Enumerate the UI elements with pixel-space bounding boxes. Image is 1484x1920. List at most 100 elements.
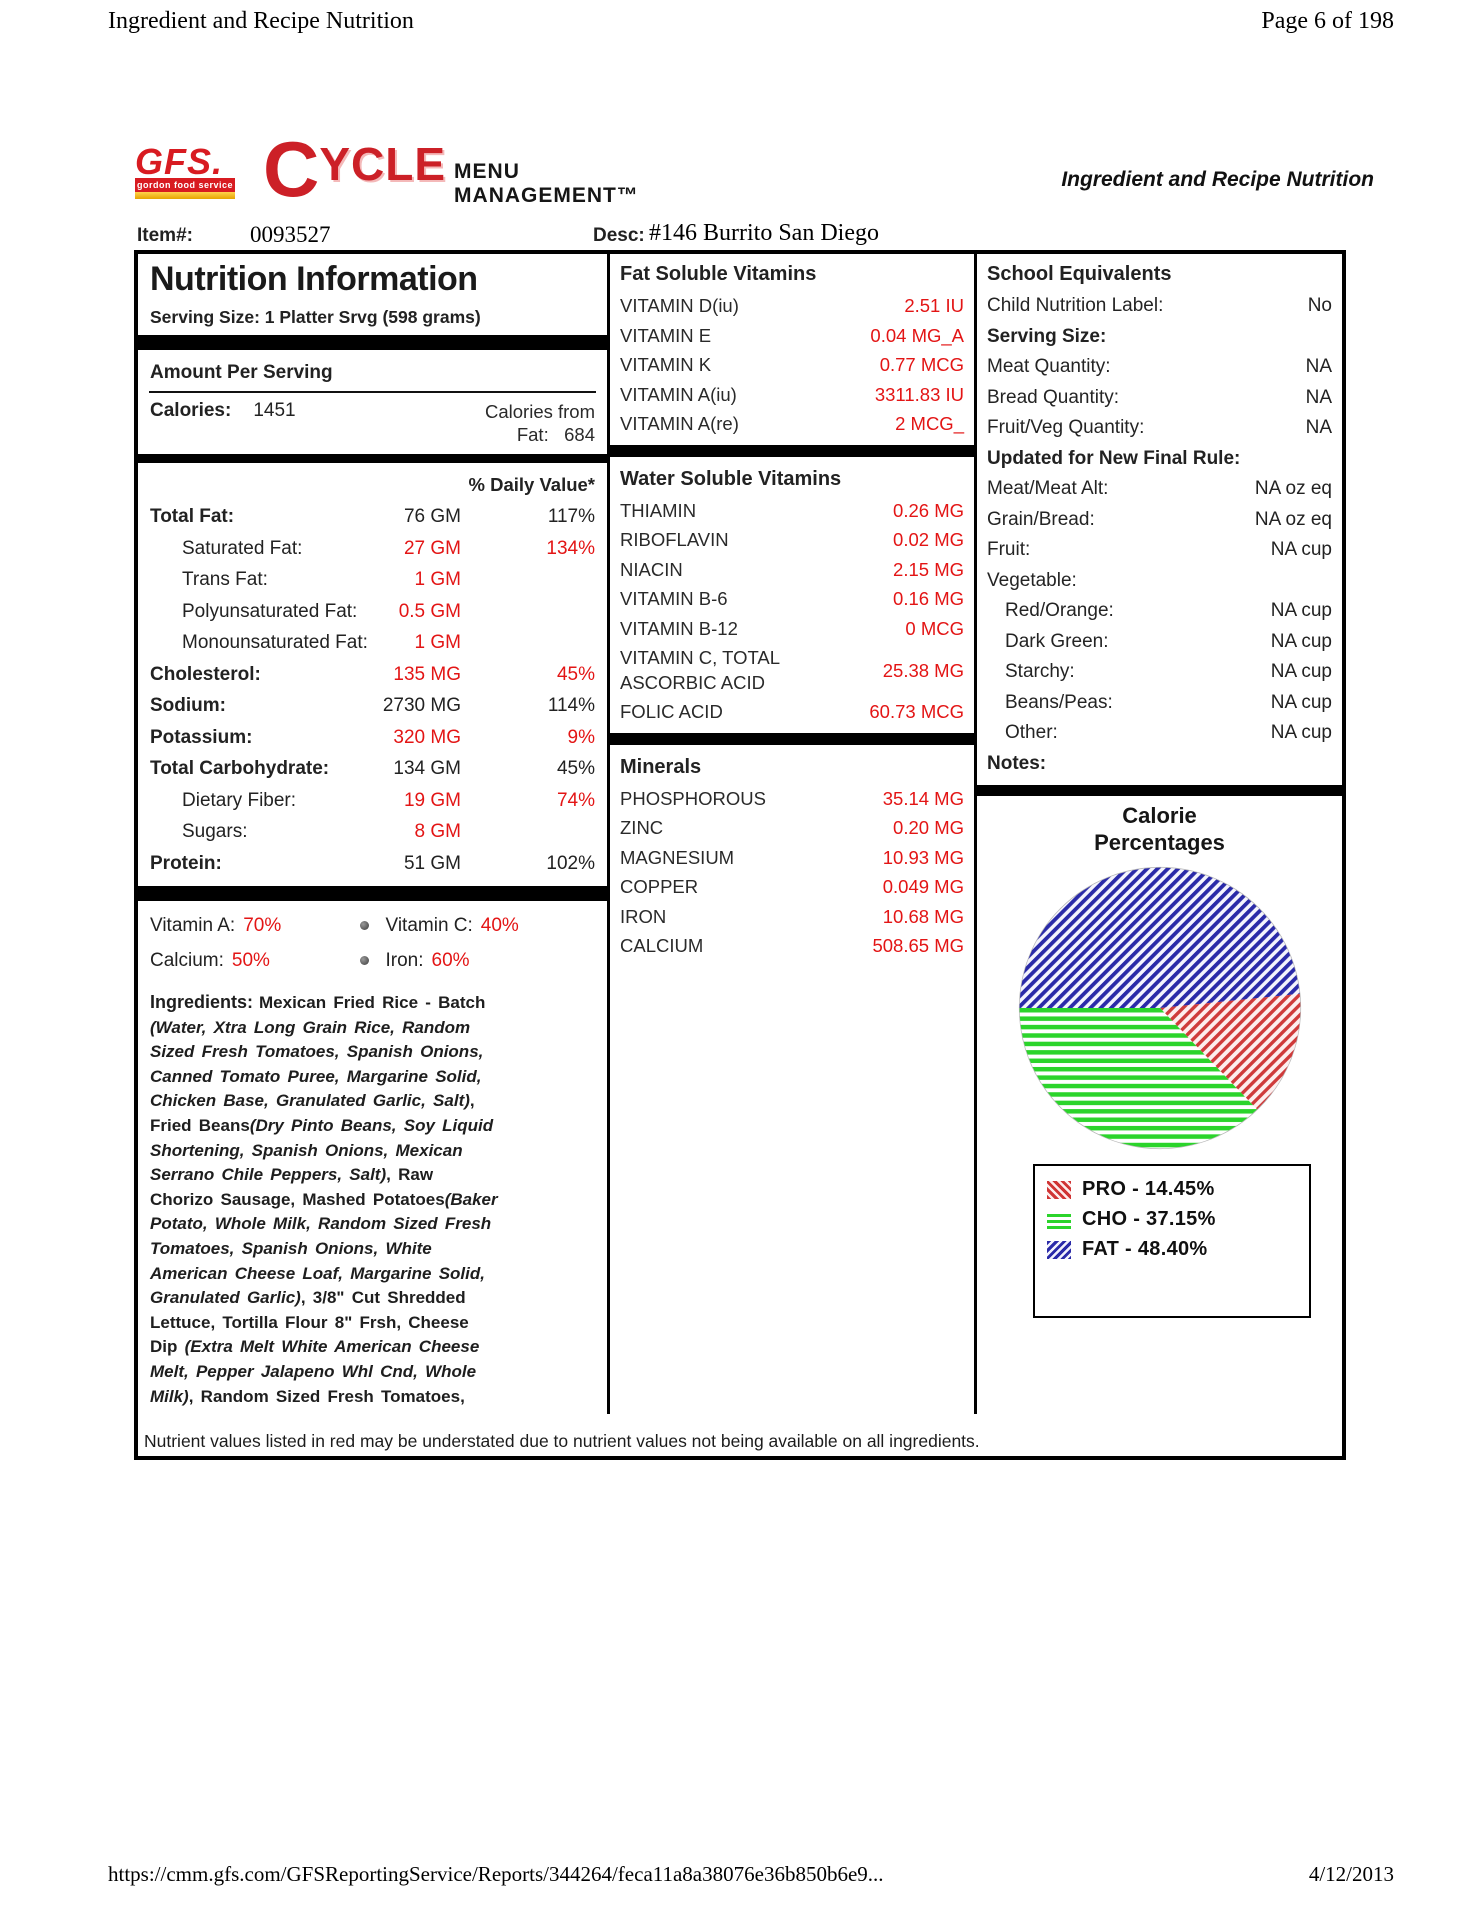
separator-bar xyxy=(610,444,974,457)
mineral-row: IRON 10.68 MG xyxy=(620,905,964,927)
calories-row: Calories: 1451 Calories from Fat: 684 xyxy=(150,393,595,452)
mineral-row: CALCIUM 508.65 MG xyxy=(620,935,964,956)
separator-bar xyxy=(977,785,1342,796)
nutrient-row-saturated-fat: Saturated Fat: 27 GM 134% xyxy=(182,537,595,559)
report-title: Ingredient and Recipe Nutrition xyxy=(1061,168,1374,191)
nutrient-row-sodium: Sodium: 2730 MG 114% xyxy=(150,695,595,716)
vitamin-row: THIAMIN 0.26 MG xyxy=(620,499,964,521)
nutrient-row-total-fat: Total Fat: 76 GM 117% xyxy=(150,506,595,527)
cycle-management-text: MANAGEMENT™ xyxy=(454,184,639,207)
pro-swatch-icon xyxy=(1047,1180,1071,1199)
gfs-logo: GFS. gordon food service xyxy=(135,141,235,199)
nutrition-report-table: Nutrition Information Serving Size: 1 Pl… xyxy=(134,250,1346,1460)
vitamins-minerals-panel: Fat Soluble Vitamins VITAMIN D(iu) 2.51 I… xyxy=(610,254,977,1414)
bullet-icon xyxy=(359,921,369,930)
school-row: Beans/Peas: NA cup xyxy=(1005,691,1332,713)
gfs-wordmark: GFS. xyxy=(135,141,224,182)
amount-per-serving-label: Amount Per Serving xyxy=(150,362,333,383)
vitamin-percent-row-2: Calcium: 50% Iron: 60% xyxy=(150,950,470,971)
divider xyxy=(149,391,596,393)
calories-from-fat: Calories from Fat: 684 xyxy=(485,401,595,445)
brand-row: GFS. gordon food service C YCLE MENU MAN… xyxy=(135,128,1374,220)
vitamin-row: NIACIN 2.15 MG xyxy=(620,558,964,580)
notes-header: Notes: xyxy=(987,752,1047,774)
separator-bar xyxy=(138,335,607,350)
vitamin-row: RIBOFLAVIN 0.02 MG xyxy=(620,529,964,550)
vitamin-row: VITAMIN E 0.04 MG_A xyxy=(620,324,964,346)
mineral-row: ZINC 0.20 MG xyxy=(620,817,964,838)
mineral-row: MAGNESIUM 10.93 MG xyxy=(620,846,964,868)
pie-slice-cho xyxy=(1019,1008,1257,1149)
gfs-tagline: gordon food service xyxy=(135,178,235,192)
nutrient-row-protein: Protein: 51 GM 102% xyxy=(150,852,595,874)
page-header: Ingredient and Recipe Nutrition Page 6 o… xyxy=(108,8,1394,35)
serving-size: Serving Size: 1 Platter Srvg (598 grams) xyxy=(150,307,481,327)
vitamin-row: VITAMIN K 0.77 MCG xyxy=(620,354,964,375)
legend-item-fat: FAT - 48.40% xyxy=(1047,1238,1299,1261)
mineral-row: COPPER 0.049 MG xyxy=(620,876,964,897)
red-values-footnote: Nutrient values listed in red may be und… xyxy=(144,1431,980,1451)
school-row: Child Nutrition Label: No xyxy=(987,295,1332,316)
nutrient-row-trans-fat: Trans Fat: 1 GM xyxy=(182,569,461,590)
nutrient-row-cholesterol: Cholesterol: 135 MG 45% xyxy=(150,663,595,685)
nutrient-row-monounsaturated-fat: Monounsaturated Fat: 1 GM xyxy=(182,632,461,653)
daily-value-header: % Daily Value* xyxy=(468,474,595,495)
nutrient-row-sugars: Sugars: 8 GM xyxy=(182,821,461,842)
cycle-wordmark: YCLE xyxy=(319,138,447,190)
minerals-header: Minerals xyxy=(620,755,702,778)
page-footer: https://cmm.gfs.com/GFSReportingService/… xyxy=(108,1862,1394,1887)
nutrition-info-title: Nutrition Information xyxy=(150,260,478,298)
page-number: Page 6 of 198 xyxy=(1261,8,1394,34)
gfs-gold-bar xyxy=(135,192,235,199)
nutrition-facts-panel: Nutrition Information Serving Size: 1 Pl… xyxy=(138,254,610,1414)
vitamin-row: VITAMIN C, TOTAL ASCORBIC ACID 25.38 MG xyxy=(620,647,964,693)
vitamin-row: VITAMIN A(iu) 3311.83 IU xyxy=(620,383,964,405)
item-number-label: Item#: xyxy=(137,225,193,246)
item-number: 0093527 xyxy=(250,222,331,247)
school-row: Dark Green: NA cup xyxy=(1005,630,1332,652)
pie-outline xyxy=(1018,866,1301,1150)
fat-swatch-icon xyxy=(1047,1240,1071,1259)
separator-bar xyxy=(138,454,607,463)
ingredients-label: Ingredients: xyxy=(150,992,254,1012)
calories-value: 1451 xyxy=(253,400,296,421)
item-row: Item#: 0093527 Desc: #146 Burrito San Di… xyxy=(137,220,1350,252)
nutrient-row-potassium: Potassium: 320 MG 9% xyxy=(150,726,595,748)
school-equivalents-header: School Equivalents xyxy=(987,263,1172,285)
pie-chart-title: Calorie Percentages xyxy=(1094,803,1225,855)
school-row: Starchy: NA cup xyxy=(1005,661,1332,682)
school-row: Red/Orange: NA cup xyxy=(1005,600,1332,621)
legend-item-cho: CHO - 37.15% xyxy=(1047,1208,1299,1231)
desc-value: #146 Burrito San Diego xyxy=(649,220,879,246)
separator-bar xyxy=(138,886,607,901)
school-row: Bread Quantity: NA xyxy=(987,386,1332,408)
cho-swatch-icon xyxy=(1047,1210,1071,1229)
separator-bar xyxy=(610,732,974,745)
nutrient-row-polyunsaturated-fat: Polyunsaturated Fat: 0.5 GM xyxy=(182,600,461,622)
vitamin-row: VITAMIN A(re) 2 MCG_ xyxy=(620,413,964,434)
school-subheader: Updated for New Final Rule: xyxy=(987,447,1241,469)
cycle-menu-management-logo: C YCLE MENU MANAGEMENT™ xyxy=(263,125,639,213)
legend-item-pro: PRO - 14.45% xyxy=(1047,1178,1299,1201)
pie-slice-pro xyxy=(1159,993,1300,1110)
school-row: Vegetable: xyxy=(987,569,1077,591)
vitamin-row: VITAMIN B-12 0 MCG xyxy=(620,617,964,639)
footer-date: 4/12/2013 xyxy=(1308,1862,1394,1886)
ingredients-paragraph: Ingredients: Mexican Fried Rice - Batch (… xyxy=(150,992,498,1414)
vitamin-percent-row-1: Vitamin A: 70% Vitamin C: 40% xyxy=(150,915,519,936)
school-equivalents-panel: School Equivalents Child Nutrition Label… xyxy=(977,254,1342,1414)
cycle-menu-text: MENU xyxy=(454,160,520,183)
vitamin-row: VITAMIN B-6 0.16 MG xyxy=(620,588,964,609)
school-row: Meat/Meat Alt: NA oz eq xyxy=(987,478,1332,499)
cycle-c-arrow-icon: C xyxy=(263,125,320,213)
water-soluble-header: Water Soluble Vitamins xyxy=(620,467,842,490)
vitamin-row: FOLIC ACID 60.73 MCG xyxy=(620,701,964,722)
page-header-title: Ingredient and Recipe Nutrition xyxy=(108,8,414,34)
school-row: Other: NA cup xyxy=(1005,722,1332,743)
school-row: Fruit/Veg Quantity: NA xyxy=(987,417,1332,438)
footer-url: https://cmm.gfs.com/GFSReportingService/… xyxy=(108,1862,884,1886)
school-row: Grain/Bread: NA oz eq xyxy=(987,508,1332,530)
school-subheader: Serving Size: xyxy=(987,325,1107,347)
calorie-percentages-pie-chart xyxy=(987,862,1332,1154)
